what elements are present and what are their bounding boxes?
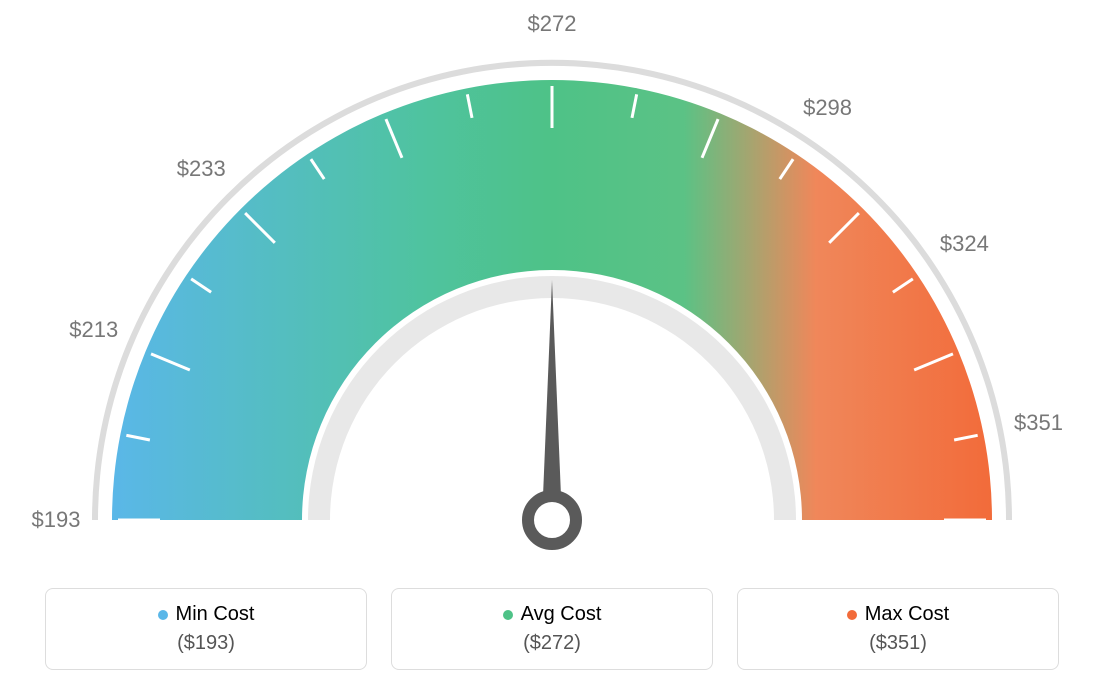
legend-area: Min Cost ($193) Avg Cost ($272) Max Cost… — [0, 588, 1104, 670]
legend-min-label: Min Cost — [176, 603, 255, 626]
gauge-tick-label: $213 — [69, 317, 118, 343]
gauge-tick-label: $351 — [1014, 410, 1063, 436]
gauge-tick-label: $272 — [528, 11, 577, 37]
legend-avg-label: Avg Cost — [521, 603, 602, 626]
legend-min-dot — [158, 610, 168, 620]
legend-max-dot — [847, 610, 857, 620]
gauge-tick-label: $233 — [177, 156, 226, 182]
legend-max-label: Max Cost — [865, 603, 949, 626]
gauge-tick-label: $324 — [940, 231, 989, 257]
legend-min-value: ($193) — [66, 632, 346, 655]
gauge-area: $193 $213 $233 $272 $298 $324 $351 — [0, 0, 1104, 560]
gauge-tick-label: $298 — [803, 95, 852, 121]
legend-max-value: ($351) — [758, 632, 1038, 655]
legend-avg: Avg Cost ($272) — [391, 588, 713, 670]
cost-gauge-chart: $193 $213 $233 $272 $298 $324 $351 Min Cost ($… — [0, 0, 1104, 690]
legend-max: Max Cost ($351) — [737, 588, 1059, 670]
legend-avg-dot — [503, 610, 513, 620]
legend-min: Min Cost ($193) — [45, 588, 367, 670]
gauge-tick-label: $193 — [32, 507, 81, 533]
legend-avg-value: ($272) — [412, 632, 692, 655]
gauge-svg — [0, 0, 1104, 560]
